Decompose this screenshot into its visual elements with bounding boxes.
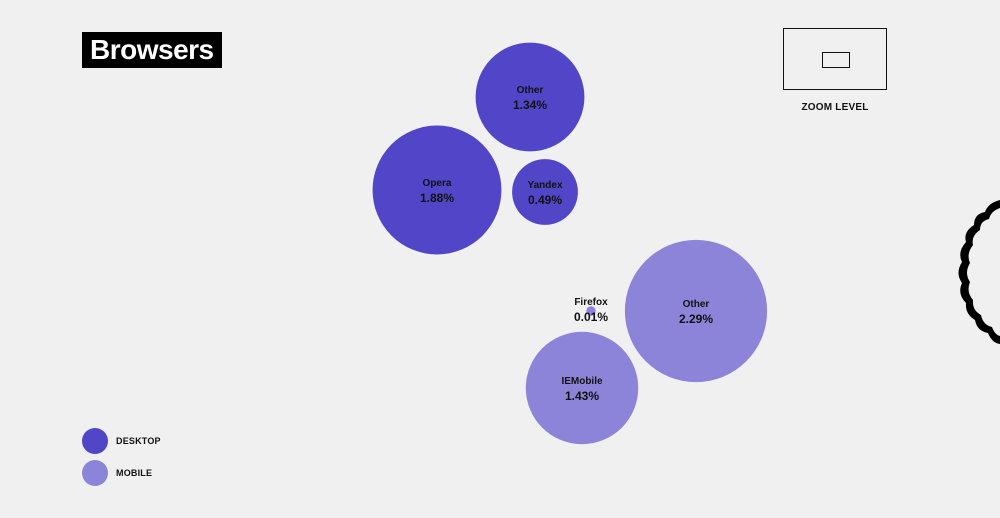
bubble-mobile-other[interactable]: Other 2.29% <box>624 239 768 383</box>
legend-swatch-desktop <box>82 428 108 454</box>
bubble-name-desktop-yandex: Yandex <box>527 180 562 191</box>
bubble-name-desktop-opera: Opera <box>423 178 452 189</box>
bubble-desktop-opera[interactable]: Opera 1.88% <box>372 125 502 255</box>
bubble-circle-desktop-yandex[interactable] <box>512 159 578 225</box>
legend-item-mobile[interactable]: MOBILE <box>82 460 161 486</box>
bubble-value-mobile-iemobile: 1.43% <box>565 389 599 403</box>
bubble-name-desktop-other: Other <box>517 85 544 96</box>
bubble-name-mobile-firefox: Firefox <box>574 297 608 308</box>
bubble-mobile-firefox[interactable]: Firefox 0.01% <box>574 297 608 324</box>
bubble-value-desktop-other: 1.34% <box>513 98 547 112</box>
bubble-circle-mobile-other[interactable] <box>624 239 768 383</box>
bubble-mobile-iemobile[interactable]: IEMobile 1.43% <box>525 331 639 445</box>
bubble-name-mobile-iemobile: IEMobile <box>561 376 603 387</box>
bubble-value-mobile-other: 2.29% <box>679 312 713 326</box>
bubble-circle-desktop-opera[interactable] <box>372 125 502 255</box>
bubble-value-desktop-opera: 1.88% <box>420 191 454 205</box>
bubbles-group: Other 1.34% Opera 1.88% Yandex 0.49% Firefox 0.… <box>372 42 768 445</box>
legend-item-desktop[interactable]: DESKTOP <box>82 428 161 454</box>
bubble-circle-mobile-firefox[interactable] <box>586 306 596 316</box>
scalloped-edge-fill <box>967 208 1000 336</box>
bubble-value-mobile-firefox: 0.01% <box>574 310 608 324</box>
bubble-name-mobile-other: Other <box>683 299 710 310</box>
bubble-desktop-other[interactable]: Other 1.34% <box>475 42 585 152</box>
bubble-value-desktop-yandex: 0.49% <box>528 193 562 207</box>
bubble-circle-mobile-iemobile[interactable] <box>525 331 639 445</box>
bubble-desktop-yandex[interactable]: Yandex 0.49% <box>512 159 578 225</box>
zoom-minimap[interactable] <box>783 28 887 90</box>
bubble-circle-desktop-other[interactable] <box>475 42 585 152</box>
page-title: Browsers <box>82 32 222 68</box>
legend: DESKTOP MOBILE <box>82 428 161 492</box>
legend-swatch-mobile <box>82 460 108 486</box>
legend-label-desktop: DESKTOP <box>116 436 161 446</box>
zoom-viewport-indicator[interactable] <box>822 52 850 68</box>
legend-label-mobile: MOBILE <box>116 468 153 478</box>
zoom-label: ZOOM LEVEL <box>801 102 869 113</box>
